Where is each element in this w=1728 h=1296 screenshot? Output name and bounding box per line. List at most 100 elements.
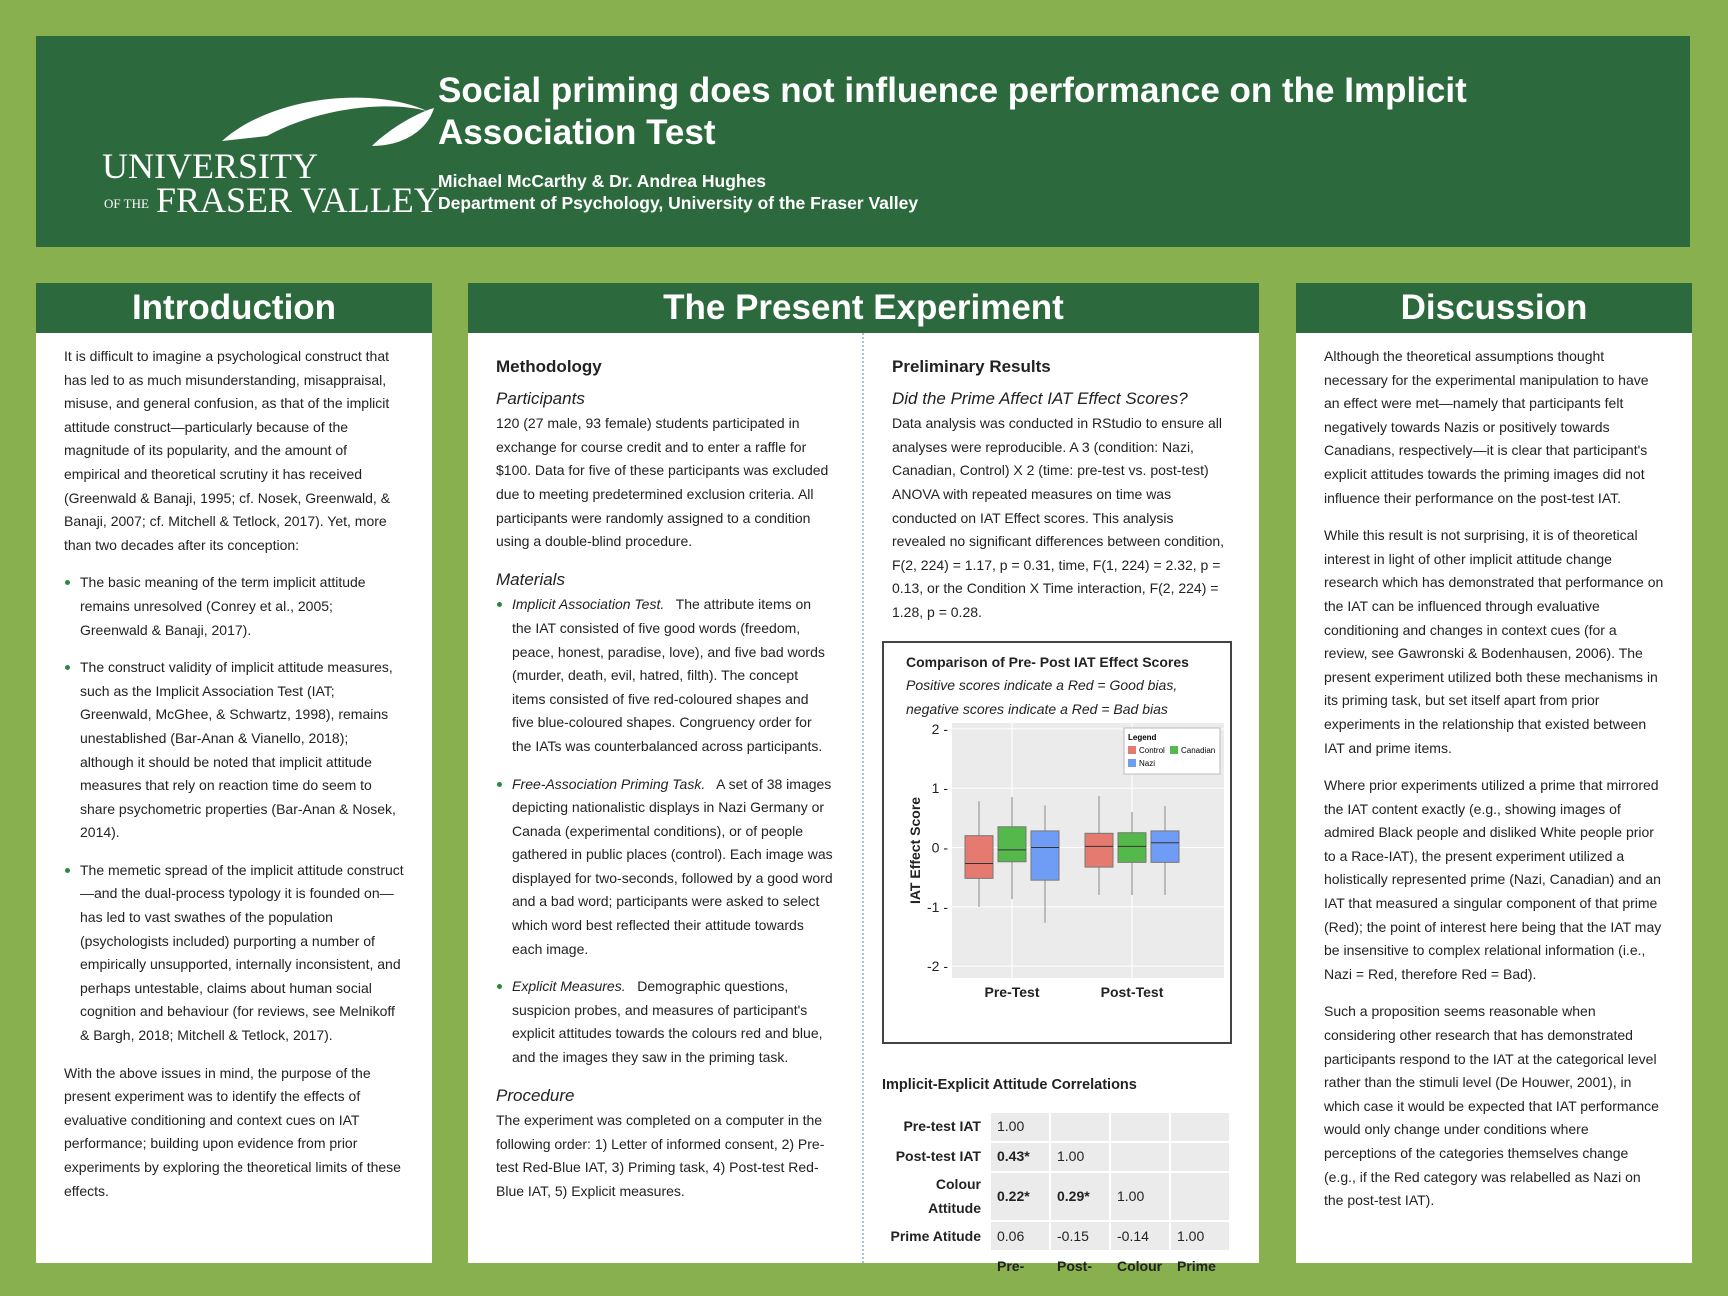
table-cell: 1.00: [1171, 1222, 1229, 1251]
table-cell: [1111, 1113, 1169, 1142]
intro-paragraph: It is difficult to imagine a psychologic…: [64, 348, 391, 553]
svg-text:FRASER VALLEY: FRASER VALLEY: [156, 180, 440, 216]
procedure-heading: Procedure: [496, 1085, 575, 1105]
row-label: Prime Atitude: [890, 1227, 982, 1244]
legend-label: Control: [1139, 746, 1165, 755]
y-tick-label: 2 -: [932, 720, 949, 736]
table-row: Post-test IAT 0.43* 1.00: [878, 1143, 1229, 1172]
intro-paragraph: With the above issues in mind, the purpo…: [64, 1064, 401, 1199]
results-question: Did the Prime Affect IAT Effect Scores?: [892, 388, 1188, 408]
table-cell: 1.00: [1051, 1143, 1109, 1172]
material-text: A set of 38 images depicting nationalist…: [512, 775, 833, 957]
row-label: Post-test IAT: [895, 1148, 981, 1165]
material-text: Demographic questions, suspicion probes,…: [512, 978, 823, 1066]
introduction-heading: Introduction: [36, 283, 432, 333]
legend-title: Legend: [1128, 733, 1157, 742]
experiment-heading: The Present Experiment: [468, 283, 1259, 333]
table-cell: [1111, 1143, 1169, 1172]
introduction-panel: Introduction It is difficult to imagine …: [36, 283, 432, 1263]
table-cell: 0.06: [991, 1222, 1049, 1251]
table-cell: [1051, 1113, 1109, 1142]
column-header: Colour: [1117, 1257, 1163, 1274]
material-text: The attribute items on the IAT consisted…: [512, 596, 825, 754]
table-cell: [1171, 1113, 1229, 1142]
table-cell: -0.15: [1051, 1222, 1109, 1251]
column-divider: [862, 333, 864, 1263]
materials-list: Implicit Association Test. The attribute…: [497, 593, 834, 1069]
row-label: Pre-test IAT: [903, 1118, 981, 1135]
procedure-text: The experiment was completed on a comput…: [496, 1112, 825, 1199]
discussion-heading: Discussion: [1296, 283, 1692, 333]
y-tick-label: 0 -: [932, 839, 949, 855]
table-cell: 0.22*: [991, 1173, 1049, 1221]
boxplot-chart: Comparison of Pre- Post IAT Effect Score…: [882, 640, 1232, 1044]
y-tick-label: -2 -: [927, 958, 948, 974]
chart-title: Comparison of Pre- Post IAT Effect Score…: [906, 653, 1189, 670]
material-item: Explicit Measures. Demographic questions…: [497, 975, 834, 1069]
box-control: [964, 834, 994, 879]
legend-swatch: [1128, 758, 1136, 767]
material-lead: Explicit Measures.: [512, 978, 626, 995]
table-row: Colour Attitude 0.22* 0.29* 1.00: [878, 1173, 1229, 1221]
material-item: Free-Association Priming Task. A set of …: [497, 773, 834, 962]
svg-text:UNIVERSITY: UNIVERSITY: [102, 146, 318, 186]
bullet-item: The basic meaning of the term implicit a…: [65, 571, 404, 642]
row-label: Colour Attitude: [928, 1176, 981, 1216]
y-tick-label: -1 -: [927, 898, 948, 914]
chart-plot: 2 - 1 - 0 - -1 - -2 - Pre-Test Post-Test IAT Ef…: [907, 720, 1224, 1000]
legend-swatch: [1170, 745, 1178, 754]
table-cell: [1171, 1143, 1229, 1172]
authors-block: Michael McCarthy & Dr. Andrea Hughes Dep…: [438, 170, 918, 214]
legend-label: Canadian: [1181, 746, 1215, 755]
participants-text: 120 (27 male, 93 female) students partic…: [496, 415, 829, 550]
poster-title: Social priming does not influence perfor…: [438, 71, 1467, 152]
box-control: [1084, 832, 1114, 868]
table-row: Prime Atitude 0.06 -0.15 -0.14 1.00: [878, 1222, 1229, 1251]
correlation-title: Implicit-Explicit Attitude Correlations: [882, 1076, 1137, 1093]
box-canadian: [1117, 831, 1147, 863]
column-header: Post-: [1057, 1257, 1092, 1274]
y-tick-label: 1 -: [932, 780, 949, 796]
materials-heading: Materials: [496, 569, 565, 589]
participants-heading: Participants: [496, 388, 585, 408]
experiment-panel: The Present Experiment Methodology Parti…: [468, 283, 1259, 1274]
svg-text:OF THE: OF THE: [104, 196, 149, 211]
table-cell: 0.43*: [991, 1143, 1049, 1172]
discussion-paragraph: Although the theoretical assumptions tho…: [1324, 348, 1649, 506]
column-header: Pre-: [997, 1257, 1025, 1274]
box-nazi: [1030, 829, 1060, 881]
methodology-heading: Methodology: [496, 357, 602, 376]
discussion-panel: Discussion Although the theoretical assu…: [1296, 283, 1692, 1263]
table-cell: 1.00: [1111, 1173, 1169, 1221]
bullet-item: The memetic spread of the implicit attit…: [65, 859, 404, 1048]
correlation-table: Pre-test IAT 1.00 Post-test IAT 0.43* 1.00 Co…: [876, 1111, 1231, 1282]
results-text: Data analysis was conducted in RStudio t…: [892, 415, 1225, 620]
column-header: Prime: [1177, 1257, 1216, 1274]
legend-swatch: [1128, 745, 1136, 754]
results-heading: Preliminary Results: [892, 357, 1051, 376]
department: Department of Psychology, University of …: [438, 193, 919, 213]
discussion-paragraph: Such a proposition seems reasonable when…: [1324, 1003, 1659, 1209]
chart-subtitle: Positive scores indicate a Red = Good bi…: [906, 676, 1178, 693]
ufv-logo: UNIVERSITY OF THE FRASER VALLEY: [102, 97, 440, 216]
table-cell: 1.00: [991, 1113, 1049, 1142]
material-lead: Free-Association Priming Task.: [512, 775, 706, 792]
bullet-item: The construct validity of implicit attit…: [65, 656, 404, 845]
poster-header: UNIVERSITY OF THE FRASER VALLEY Social p…: [36, 36, 1690, 247]
x-tick-label: Post-Test: [1101, 984, 1164, 1000]
box-nazi: [1150, 829, 1180, 863]
table-cell: 0.29*: [1051, 1173, 1109, 1221]
table-cell: [1171, 1173, 1229, 1221]
material-lead: Implicit Association Test.: [512, 596, 665, 613]
table-cell: -0.14: [1111, 1222, 1169, 1251]
authors: Michael McCarthy & Dr. Andrea Hughes: [438, 171, 767, 191]
box-canadian: [997, 825, 1027, 862]
intro-bullets: The basic meaning of the term implicit a…: [65, 571, 404, 1048]
discussion-paragraph: While this result is not surprising, it …: [1324, 527, 1664, 756]
material-item: Implicit Association Test. The attribute…: [497, 593, 834, 758]
y-axis-label: IAT Effect Score: [907, 796, 923, 903]
x-tick-label: Pre-Test: [985, 984, 1040, 1000]
discussion-paragraph: Where prior experiments utilized a prime…: [1324, 777, 1662, 982]
chart-subtitle: negative scores indicate a Red = Bad bia…: [906, 700, 1168, 717]
legend-label: Nazi: [1139, 759, 1155, 768]
